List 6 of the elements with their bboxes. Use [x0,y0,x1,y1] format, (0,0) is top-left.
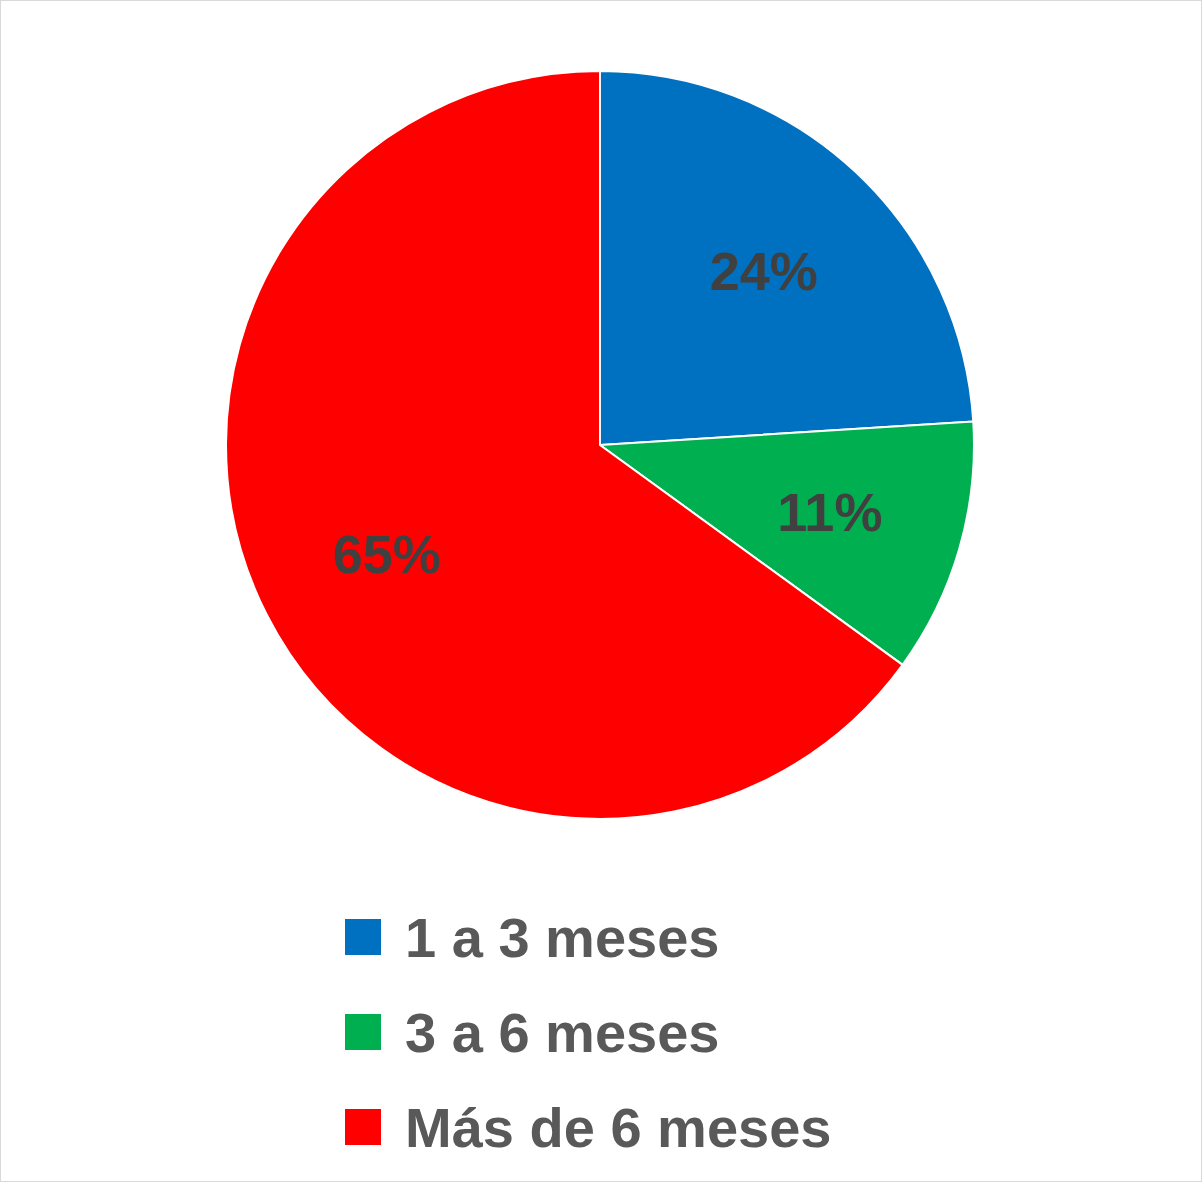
data-label: 11% [777,481,883,542]
data-label: 24% [709,240,818,301]
legend-label: 3 a 6 meses [405,1000,720,1064]
legend-label: Más de 6 meses [405,1095,832,1159]
data-label: 65% [332,523,441,584]
legend-label: 1 a 3 meses [405,905,720,969]
